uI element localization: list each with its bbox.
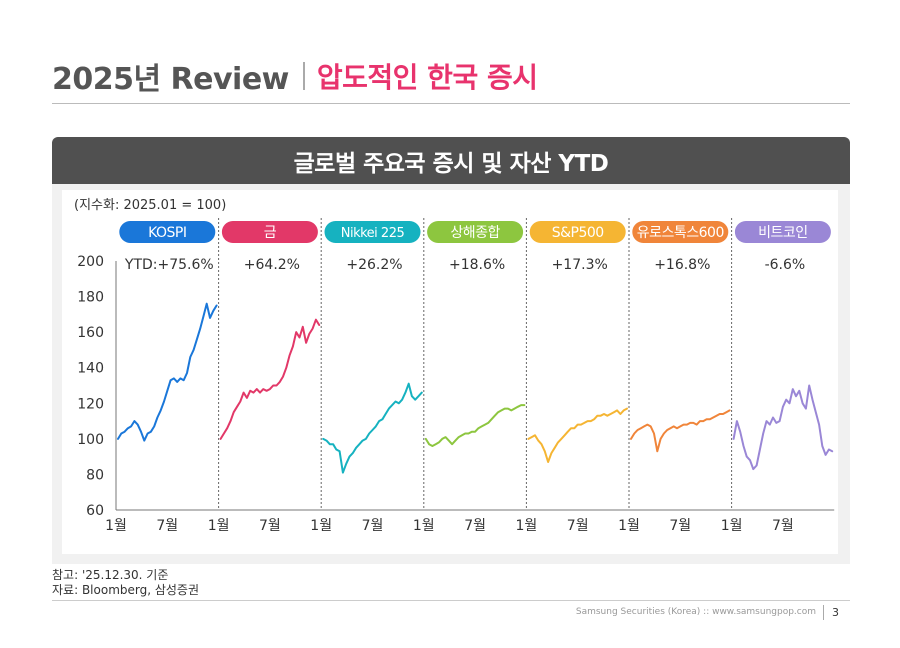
series-pill xyxy=(427,221,524,243)
series-line xyxy=(630,409,731,453)
series-ytd-label: +16.8% xyxy=(654,257,710,273)
x-tick-label: 7월 xyxy=(362,518,384,534)
series-line xyxy=(219,318,321,440)
series-pill-label: 상해종합 xyxy=(450,225,500,241)
y-tick-label: 140 xyxy=(77,361,104,377)
series-ytd-label: +64.2% xyxy=(244,257,300,273)
panel-title: 글로벌 주요국 증시 및 자산 YTD xyxy=(52,137,850,184)
series-ytd-label: +26.2% xyxy=(346,257,402,273)
x-tick-label: 7월 xyxy=(156,518,178,534)
x-tick-label: 7월 xyxy=(567,518,589,534)
x-tick-label: 7월 xyxy=(669,518,691,534)
title-divider xyxy=(302,62,305,90)
page-number: 3 xyxy=(832,606,839,619)
series-line xyxy=(527,407,628,463)
series-pill-label: Nikkei 225 xyxy=(341,226,405,241)
series-pill-label: 비트코인 xyxy=(758,225,808,241)
y-tick-label: 100 xyxy=(77,432,104,448)
x-tick-label: 7월 xyxy=(772,518,794,534)
series-pill xyxy=(119,221,216,243)
note-source: 자료: Bloomberg, 삼성증권 xyxy=(52,583,200,597)
x-tick-label: 1월 xyxy=(310,518,332,534)
page-title: 2025년 Review xyxy=(52,62,289,97)
series-pill-label: 금 xyxy=(264,225,277,241)
series-pill xyxy=(529,221,626,243)
y-tick-label: 160 xyxy=(77,325,104,341)
note-reference-date: 참고: '25.12.30. 기준 xyxy=(52,568,169,582)
chart-unit-label: (지수화: 2025.01 = 100) xyxy=(74,198,226,213)
x-tick-label: 1월 xyxy=(208,518,230,534)
y-tick-label: 60 xyxy=(86,503,104,519)
y-tick-label: 180 xyxy=(77,290,104,306)
x-tick-label: 7월 xyxy=(259,518,281,534)
series-pill-label: 유로스톡스600 xyxy=(637,225,724,241)
series-ytd-label: -6.6% xyxy=(765,257,806,273)
footer-text: Samsung Securities (Korea) :: www.samsun… xyxy=(575,607,816,617)
x-tick-label: 1월 xyxy=(721,518,743,534)
series-pill xyxy=(632,221,729,243)
footer-divider xyxy=(52,600,850,601)
series-line xyxy=(424,404,526,447)
chart-card: (지수화: 2025.01 = 100) 60 80 100 120 140 160 180 2… xyxy=(62,190,838,554)
series-pill-label: S&P500 xyxy=(552,225,604,241)
ytd-line-chart: (지수화: 2025.01 = 100) 60 80 100 120 140 160 180 2… xyxy=(74,198,835,534)
footer-separator xyxy=(823,605,824,620)
series-ytd-label: YTD:+75.6% xyxy=(124,257,214,273)
notes: 참고: '25.12.30. 기준 자료: Bloomberg, 삼성증권 xyxy=(52,568,199,598)
title-underline xyxy=(52,103,850,104)
x-tick-label: 7월 xyxy=(464,518,486,534)
series-pill xyxy=(324,221,421,243)
x-tick-label: 1월 xyxy=(618,518,640,534)
page-subtitle: 압도적인 한국 증시 xyxy=(316,61,538,94)
x-tick-label: 1월 xyxy=(105,518,127,534)
series-ytd-label: +17.3% xyxy=(552,257,608,273)
y-tick-label: 120 xyxy=(77,396,104,412)
series-line xyxy=(322,382,423,474)
series-pill xyxy=(734,221,831,243)
series-pill-label: KOSPI xyxy=(148,225,186,241)
y-tick-label: 200 xyxy=(77,254,104,270)
x-tick-label: 1월 xyxy=(413,518,435,534)
series-line xyxy=(732,384,834,471)
y-tick-label: 80 xyxy=(86,467,104,483)
series-pill xyxy=(221,221,318,243)
x-tick-label: 1월 xyxy=(516,518,538,534)
page-title-row: 2025년 Review 압도적인 한국 증시 xyxy=(52,54,538,98)
series-line xyxy=(117,302,218,442)
series-ytd-label: +18.6% xyxy=(449,257,505,273)
